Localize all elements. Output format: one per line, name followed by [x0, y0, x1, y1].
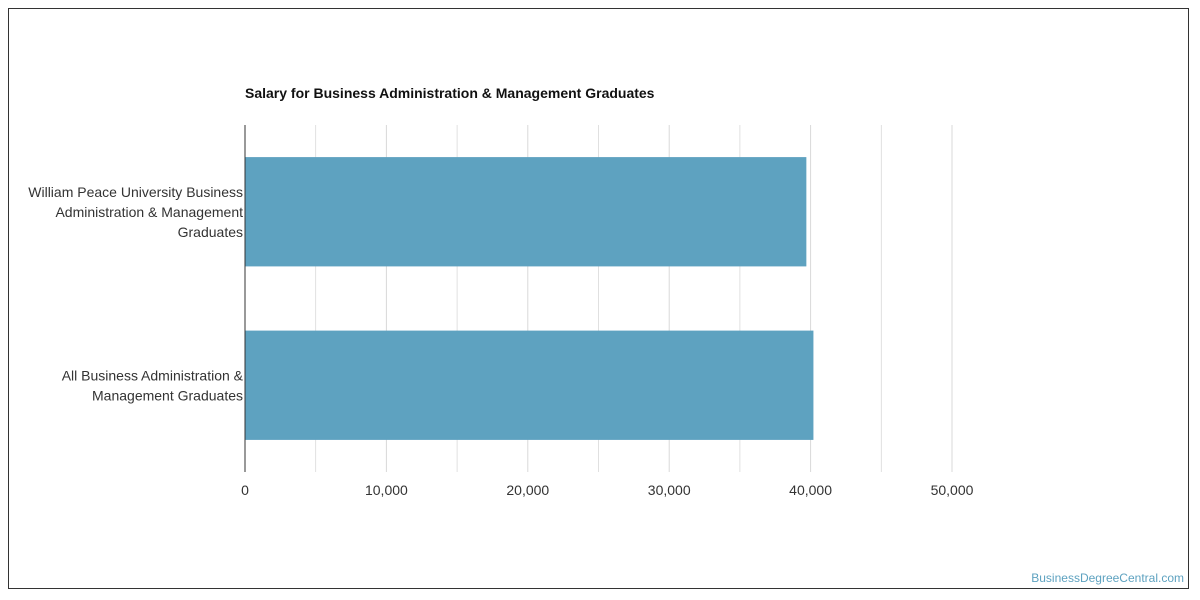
- x-tick-label: 20,000: [506, 482, 549, 498]
- x-tick-label: 10,000: [365, 482, 408, 498]
- chart-title: Salary for Business Administration & Man…: [245, 85, 655, 101]
- x-tick-label: 40,000: [789, 482, 832, 498]
- x-tick-label: 50,000: [931, 482, 974, 498]
- x-tick-label: 0: [241, 482, 249, 498]
- category-label: Administration & Management: [55, 204, 243, 220]
- category-label: William Peace University Business: [28, 184, 243, 200]
- category-label: Graduates: [178, 224, 243, 240]
- x-tick-label: 30,000: [648, 482, 691, 498]
- bar-2: [245, 330, 814, 440]
- bar-1: [245, 157, 807, 267]
- source-credit: BusinessDegreeCentral.com: [1031, 571, 1184, 585]
- category-label: All Business Administration &: [62, 367, 244, 383]
- category-label: Management Graduates: [92, 387, 243, 403]
